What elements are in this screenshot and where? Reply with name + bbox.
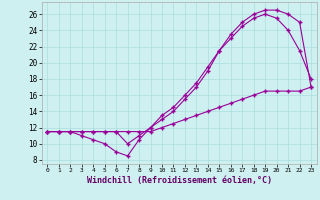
X-axis label: Windchill (Refroidissement éolien,°C): Windchill (Refroidissement éolien,°C) [87,176,272,185]
